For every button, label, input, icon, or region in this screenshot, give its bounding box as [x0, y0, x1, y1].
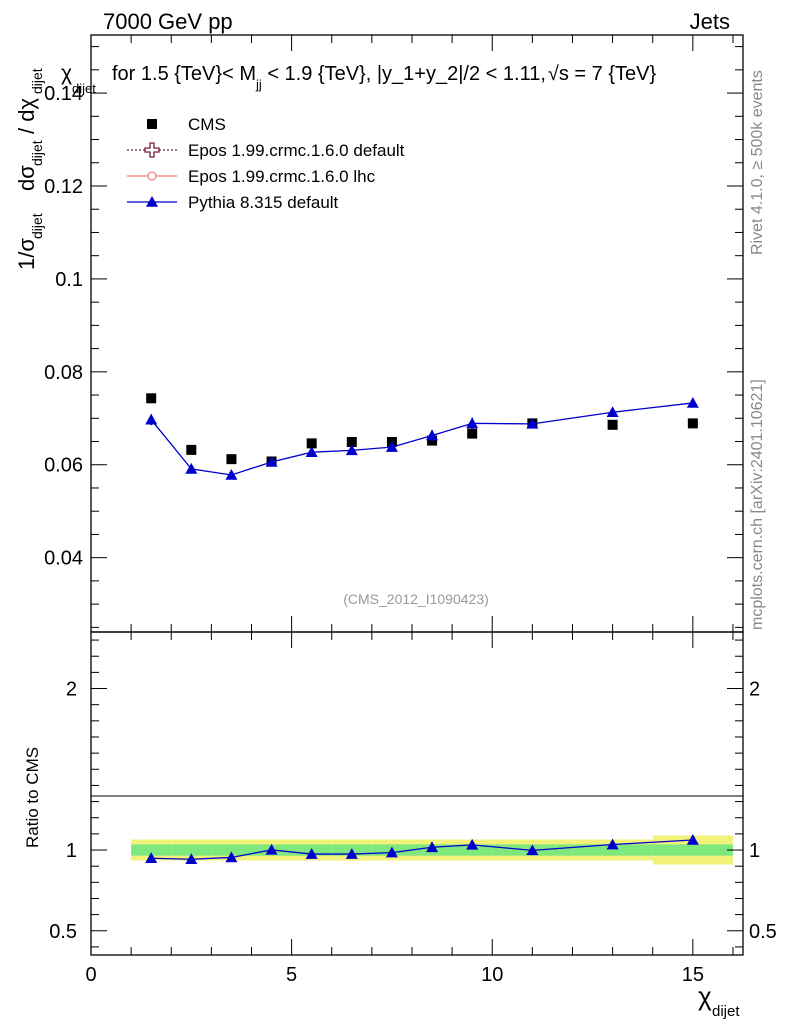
x-axis-label: χ dijet [698, 981, 740, 1020]
pythia-data-point [466, 417, 479, 429]
ratio-pythia-point [345, 848, 358, 859]
x-tick-label: 10 [481, 964, 503, 986]
ratio-pythia-line [151, 839, 693, 860]
main-series [145, 393, 699, 480]
svg-text:dσ: dσ [14, 165, 39, 191]
ratio-pythia-point [385, 846, 398, 858]
cms-data-point [306, 438, 317, 449]
legend-marker-triangle [146, 196, 158, 207]
ratio-pythia-point [526, 844, 539, 856]
ratio-band-inner [131, 844, 172, 856]
cms-data-point [146, 393, 157, 404]
ratio-y-axis: 0.5 0.5 1 1 2 2 [49, 639, 777, 948]
ratio-pythia-point [265, 843, 278, 855]
pythia-data-point [345, 444, 358, 456]
cms-data-point [186, 444, 197, 455]
legend-marker-circle [147, 171, 157, 181]
x-tick-label: 0 [85, 964, 96, 986]
cms-data-point [467, 428, 478, 439]
y-tick-label: 0.12 [44, 176, 83, 198]
ratio-band-inner [572, 844, 653, 856]
svg-text:dijet: dijet [29, 140, 45, 166]
ratio-band-inner [171, 844, 212, 856]
y-tick-label: 0.1 [55, 269, 83, 291]
pythia-data-point [225, 468, 238, 480]
side-label-mcplots: mcplots.cern.ch [arXiv:2401.10621] [749, 379, 766, 630]
y-tick-label: 0.14 [44, 83, 83, 105]
ratio-pythia-point [305, 848, 318, 859]
pythia-data-point [305, 446, 318, 458]
legend: CMS Epos 1.99.crmc.1.6.0 default Epos 1.99… [127, 115, 405, 212]
x-axis: 0 5 10 15 [85, 35, 734, 986]
y-tick-label: 0.04 [44, 548, 83, 570]
ratio-pythia-point [466, 838, 479, 850]
legend-label: Epos 1.99.crmc.1.6.0 default [188, 141, 405, 160]
legend-label: Pythia 8.315 default [188, 193, 339, 212]
main-y-axis-label: 1/σ dijet dσ dijet / dχ dijet [14, 68, 45, 270]
ratio-y-axis-label: Ratio to CMS [23, 747, 42, 848]
pythia-data-point [385, 441, 398, 452]
ratio-pythia-point [185, 853, 198, 865]
svg-text:dijet: dijet [72, 81, 96, 96]
ratio-band-inner [652, 844, 733, 856]
ratio-y-tick-label: 1 [66, 840, 77, 862]
ratio-y-tick-label-right: 0.5 [749, 921, 777, 943]
side-label-rivet: Rivet 4.1.0, ≥ 500k events [749, 70, 766, 255]
ratio-pythia-point [686, 834, 699, 845]
ratio-plot-frame [90, 631, 744, 956]
pythia-line [150, 402, 693, 476]
cms-data-point [346, 436, 357, 447]
svg-text:/ dχ: / dχ [14, 98, 39, 134]
y-tick-label: 0.06 [44, 455, 83, 477]
plot-title-sqrt: √s [548, 63, 569, 85]
ratio-band-inner [211, 844, 252, 856]
cms-data-point [226, 454, 237, 465]
plot-title-tail: = 7 {TeV} [569, 63, 657, 85]
header-left: 7000 GeV pp [103, 9, 233, 34]
legend-marker-cross [144, 142, 160, 158]
svg-text:χ: χ [61, 62, 72, 85]
ratio-pythia-point [426, 841, 439, 853]
legend-label: CMS [188, 115, 226, 134]
analysis-watermark: (CMS_2012_I1090423) [343, 591, 489, 607]
plot-title-sub: jj [255, 77, 262, 92]
cms-data-point [607, 419, 618, 430]
ratio-y-tick-label-right: 1 [749, 840, 760, 862]
legend-label: Epos 1.99.crmc.1.6.0 lhc [188, 167, 376, 186]
ratio-pythia-point [145, 852, 158, 864]
ratio-y-tick-label: 0.5 [49, 921, 77, 943]
svg-text:1/σ: 1/σ [14, 238, 39, 270]
pythia-data-point [426, 429, 439, 441]
svg-text:dijet: dijet [29, 213, 45, 239]
x-tick-label: 5 [286, 964, 297, 986]
pythia-data-point [526, 417, 539, 429]
y-tick-label: 0.08 [44, 362, 83, 384]
ratio-y-tick-label: 2 [66, 679, 77, 701]
legend-marker-square [147, 119, 157, 129]
plot-title-rest: < 1.9 {TeV}, |y_1+y_2|/2 < 1.11, [262, 63, 546, 85]
pythia-data-point [185, 462, 198, 474]
main-y-axis: 0.04 0.06 0.08 0.1 0.12 0.14 [44, 46, 743, 628]
svg-text:χ: χ [698, 981, 712, 1011]
ratio-pythia-point [225, 851, 238, 863]
ratio-band-inner [452, 844, 493, 856]
plot-title: χ dijet for 1.5 {TeV}< Mjj < 1.9 {TeV}, … [61, 62, 656, 96]
ratio-series-pythia [145, 834, 699, 865]
pythia-data-point [686, 396, 699, 408]
pythia-data-point [265, 455, 278, 467]
ratio-pythia-point [606, 838, 619, 850]
svg-text:for 1.5 {TeV}< Mjj < 1.9 {TeV}: for 1.5 {TeV}< Mjj < 1.9 {TeV}, |y_1+y_2… [112, 63, 656, 92]
pythia-data-point [606, 406, 619, 418]
pythia-data-point [145, 413, 158, 425]
ratio-y-tick-label-right: 2 [749, 679, 760, 701]
svg-text:dijet: dijet [712, 1003, 740, 1020]
header-right: Jets [690, 9, 730, 34]
cms-data-point [687, 418, 698, 429]
svg-text:dijet: dijet [29, 68, 45, 94]
x-tick-label: 15 [682, 964, 704, 986]
plot-title-lead: for 1.5 {TeV}< M [112, 63, 256, 85]
